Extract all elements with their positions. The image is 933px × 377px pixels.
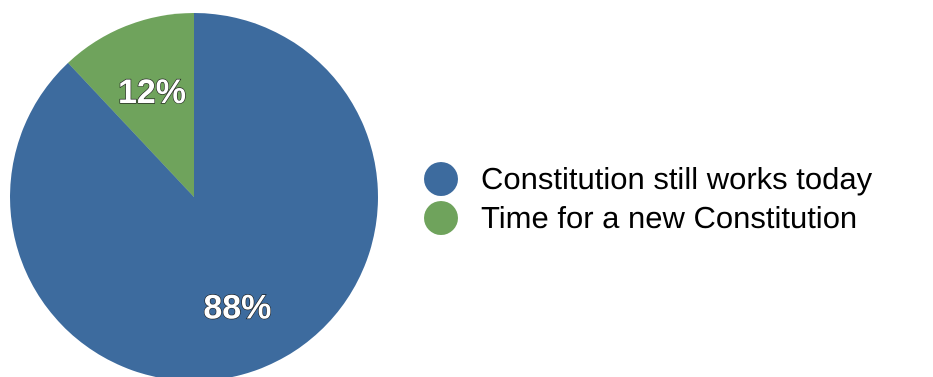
- legend-label: Time for a new Constitution: [481, 200, 858, 235]
- pie-slice-label-88: 88%: [203, 288, 271, 326]
- legend: Constitution still works today Time for …: [424, 161, 872, 236]
- legend-swatch-blue: [424, 162, 458, 196]
- legend-label: Constitution still works today: [481, 161, 873, 196]
- legend-swatch-green: [424, 201, 458, 235]
- legend-item-time-for-new-constitution: Time for a new Constitution: [424, 200, 872, 236]
- pie-slice-constitution-still-works: [10, 13, 378, 377]
- legend-item-constitution-still-works: Constitution still works today: [424, 161, 872, 197]
- pie-slice-time-for-new-constitution: [68, 13, 194, 197]
- pie-slice-label-12: 12%: [118, 73, 186, 111]
